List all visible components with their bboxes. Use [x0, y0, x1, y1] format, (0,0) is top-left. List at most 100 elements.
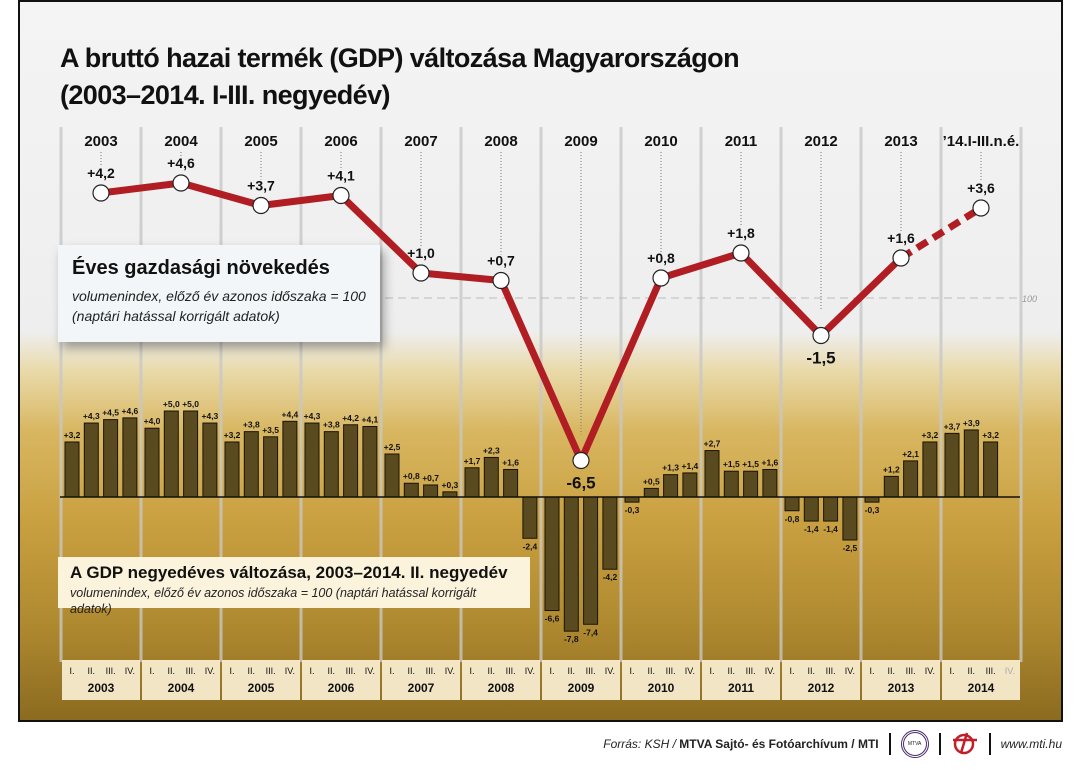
quarter-tick-label: IV.: [605, 666, 615, 676]
quarter-tick-label: I.: [709, 666, 714, 676]
annual-value-label: +4,1: [327, 168, 355, 184]
annual-point: [252, 196, 270, 215]
annual-point: [492, 271, 510, 290]
annual-point: [92, 184, 110, 202]
quarter-tick-label: III.: [666, 666, 676, 676]
quarter-bar: [944, 432, 960, 498]
quarter-tick-label: II.: [808, 666, 816, 676]
quarter-value-label: -4,2: [603, 572, 618, 582]
annual-legend-line2: (naptári hatással korrigált adatok): [72, 308, 280, 324]
quarter-bar: [803, 496, 819, 522]
quarter-value-label: -6,6: [545, 614, 560, 624]
quarter-bar: [762, 468, 778, 498]
year-tick-label: 2004: [168, 681, 195, 695]
quarter-value-label: +4,5: [102, 408, 119, 418]
quarter-tick-label: II.: [248, 666, 256, 676]
year-tick-label: 2011: [728, 681, 754, 695]
quarter-value-label: +3,8: [323, 420, 340, 430]
year-header: 2003: [84, 133, 117, 150]
quarter-value-label: -1,4: [823, 524, 838, 534]
quarter-tick-label: IV.: [285, 666, 295, 676]
year-header: 2013: [884, 133, 917, 150]
annual-value-label: +0,7: [487, 253, 515, 269]
mti-logo-icon: [951, 731, 979, 758]
year-header: 2010: [644, 133, 677, 150]
annual-value-label: -1,5: [806, 349, 835, 368]
quarter-value-label: +0,5: [643, 476, 660, 486]
year-header: 2004: [164, 133, 198, 150]
website-link[interactable]: www.mti.hu: [1000, 737, 1062, 751]
year-header: 2008: [484, 133, 517, 150]
quarter-value-label: +1,6: [502, 457, 519, 467]
source-text: Forrás: KSH / MTVA Sajtó- és Fotóarchívu…: [603, 737, 878, 751]
quarter-tick-label: I.: [949, 666, 954, 676]
quarter-axis-cell: [622, 660, 700, 700]
quarter-axis-cell: [782, 660, 860, 700]
quarter-value-label: +0,7: [422, 473, 439, 483]
quarter-axis-cell: [222, 660, 300, 700]
quarter-tick-label: III.: [506, 666, 516, 676]
quarter-tick-label: I.: [389, 666, 394, 676]
quarter-tick-label: III.: [906, 666, 916, 676]
quarter-tick-label: III.: [826, 666, 836, 676]
quarter-value-label: +4,0: [144, 416, 161, 426]
title-line-1: A bruttó hazai termék (GDP) változása Ma…: [60, 43, 740, 73]
quarter-bar: [743, 470, 759, 498]
year-header: 2012: [804, 133, 837, 150]
year-tick-label: 2012: [808, 681, 835, 695]
quarter-tick-label: IV.: [125, 666, 135, 676]
quarter-tick-label: III.: [986, 666, 996, 676]
quarter-bar: [103, 419, 119, 498]
year-tick-label: 2013: [888, 681, 915, 695]
quarter-value-label: +5,0: [182, 399, 199, 409]
quarter-axis-cell: [142, 660, 220, 700]
quarter-bar: [864, 496, 880, 503]
quarter-bar: [503, 468, 519, 498]
quarter-tick-label: I.: [789, 666, 794, 676]
quarter-tick-label: III.: [266, 666, 276, 676]
annual-value-label: +4,6: [167, 155, 195, 171]
quarter-tick-label: I.: [469, 666, 474, 676]
quarter-tick-label: IV.: [1005, 666, 1015, 676]
quarter-bar: [883, 475, 899, 498]
quarter-bar: [544, 496, 560, 612]
annual-legend-title: Éves gazdasági növekedés: [72, 257, 330, 279]
quarter-bar: [963, 429, 979, 498]
quarter-bar: [64, 441, 80, 498]
quarter-bar: [163, 410, 179, 498]
year-tick-label: 2003: [88, 681, 115, 695]
quarter-tick-label: III.: [106, 666, 116, 676]
quarter-bar: [602, 496, 618, 570]
year-tick-label: 2009: [568, 681, 595, 695]
quarter-bar: [442, 491, 458, 498]
quarter-bar: [243, 431, 259, 498]
quarter-value-label: +1,4: [682, 461, 699, 471]
quarter-tick-label: IV.: [845, 666, 855, 676]
quarter-bar: [682, 472, 698, 498]
quarter-axis-cell: [462, 660, 540, 700]
quarter-bar: [224, 441, 240, 498]
quarter-value-label: +4,3: [83, 411, 100, 421]
year-tick-label: 2006: [328, 681, 355, 695]
quarter-bar: [983, 441, 999, 498]
year-tick-label: 2005: [248, 681, 275, 695]
quarter-value-label: +1,2: [883, 464, 900, 474]
quarter-tick-label: II.: [728, 666, 736, 676]
quarter-value-label: +3,2: [922, 430, 939, 440]
quarter-tick-label: II.: [968, 666, 976, 676]
mtva-logo: MTVA: [900, 730, 929, 758]
divider: [938, 733, 941, 755]
quarter-tick-label: IV.: [365, 666, 375, 676]
quarter-tick-label: II.: [88, 666, 96, 676]
quarter-axis-cell: [302, 660, 380, 700]
quarter-bar: [704, 450, 720, 498]
quarter-tick-label: II.: [168, 666, 176, 676]
quarter-value-label: +2,5: [384, 442, 401, 452]
title-line-2: (2003–2014. I-III. negyedév): [60, 80, 390, 110]
annual-value-label: +1,8: [727, 225, 755, 241]
quarter-value-label: +5,0: [163, 399, 180, 409]
year-tick-label: 2007: [408, 681, 435, 695]
infographic-frame: 100 2003 2004 2005 2006 2007 2008 2009 2010 2011 2…: [18, 0, 1063, 722]
quarter-bar: [922, 441, 938, 498]
annual-point: [972, 199, 990, 217]
